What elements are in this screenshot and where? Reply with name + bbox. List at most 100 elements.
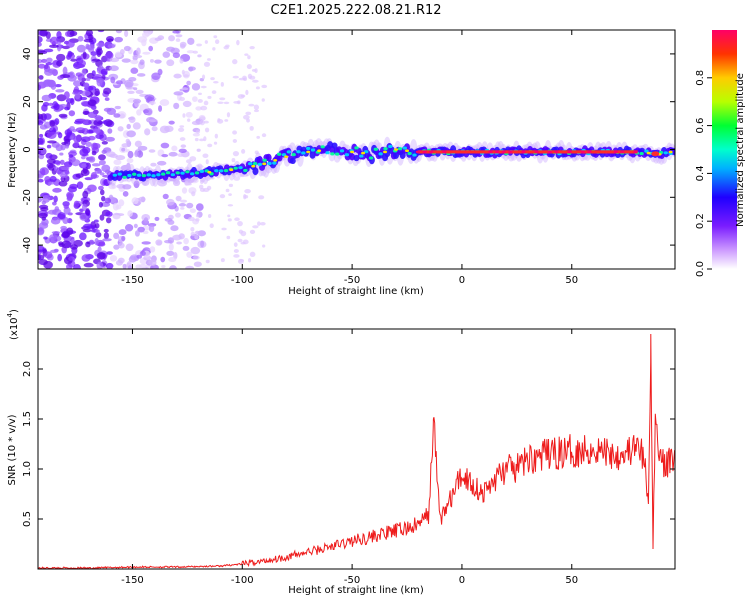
noise-blob (237, 238, 243, 243)
noise-blob (96, 42, 105, 48)
noise-blob (173, 91, 184, 96)
noise-blob (243, 114, 250, 120)
noise-blob (204, 40, 208, 44)
noise-blob (151, 72, 161, 81)
noise-blob (179, 58, 184, 64)
noise-blob (207, 143, 213, 148)
ridge-peak (461, 150, 467, 154)
noise-blob (241, 149, 246, 154)
noise-blob (130, 59, 139, 65)
noise-blob (62, 216, 69, 225)
noise-blob (113, 232, 120, 240)
noise-blob (217, 101, 224, 104)
noise-blob (88, 156, 96, 163)
noise-blob (206, 58, 211, 61)
noise-blob (39, 30, 48, 37)
noise-blob (186, 202, 194, 209)
noise-blob (57, 253, 63, 262)
noise-blob (166, 59, 175, 67)
noise-blob (233, 242, 238, 247)
noise-blob (38, 197, 43, 203)
snr-multiplier-exponent: 4 (6, 312, 14, 317)
noise-blob (47, 140, 57, 144)
noise-blob (56, 31, 62, 39)
noise-blob (248, 103, 255, 107)
noise-blob (232, 130, 238, 135)
noise-blob (87, 99, 97, 107)
y-tick-label: 0 (22, 146, 33, 152)
noise-blob (82, 190, 89, 199)
noise-blob (51, 231, 61, 235)
noise-blob (151, 126, 158, 132)
noise-blob (65, 98, 74, 104)
ridge-inner (305, 146, 311, 151)
noise-blob (225, 188, 230, 193)
ridge-peak (442, 150, 447, 154)
noise-blob (135, 89, 144, 94)
noise-blob (54, 84, 62, 88)
ridge-peak (508, 150, 513, 154)
noise-blob (56, 41, 61, 45)
noise-blob (192, 50, 198, 54)
noise-blob (113, 244, 120, 250)
colorbar-label: Normalized spectral amplitude (735, 73, 746, 227)
noise-blob (148, 101, 156, 105)
noise-blob (139, 59, 145, 65)
noise-blob (246, 64, 252, 70)
noise-blob (93, 119, 103, 126)
noise-blob (156, 160, 167, 166)
noise-blob (38, 178, 44, 183)
noise-blob (67, 50, 73, 58)
ridge-inner (156, 173, 161, 177)
noise-blob (195, 106, 203, 111)
ridge-core (331, 142, 338, 149)
ridge-peak (415, 150, 421, 154)
noise-blob (158, 105, 163, 112)
y-tick-label: 2.0 (22, 361, 33, 377)
noise-blob (200, 240, 205, 248)
noise-blob (94, 223, 100, 229)
ridge-peak (435, 150, 440, 154)
noise-blob (168, 120, 175, 125)
spectrogram-plot-area (38, 30, 675, 269)
ridge-inner (344, 153, 350, 157)
noise-blob (253, 109, 259, 113)
ridge-highlight (361, 151, 366, 155)
noise-blob (189, 208, 197, 213)
noise-blob (85, 225, 96, 230)
ridge-inner (644, 149, 649, 153)
noise-blob (42, 101, 50, 107)
noise-blob (79, 96, 88, 101)
noise-blob (233, 249, 239, 253)
noise-blob (55, 167, 63, 175)
x-tick-label: -150 (121, 575, 144, 586)
noise-blob (148, 119, 158, 123)
noise-blob (209, 223, 214, 229)
noise-blob (98, 159, 106, 166)
noise-blob (255, 86, 260, 90)
noise-blob (46, 131, 57, 139)
ridge-highlight (668, 150, 673, 154)
snr-series-line (38, 333, 675, 569)
noise-blob (129, 254, 139, 261)
ridge-peak (587, 150, 592, 154)
noise-blob (69, 126, 75, 131)
noise-blob (217, 119, 224, 124)
y-tick-label: 20 (22, 95, 33, 108)
ridge-peak (541, 150, 546, 154)
noise-blob (44, 175, 51, 183)
noise-blob (194, 234, 199, 240)
noise-blob (213, 141, 218, 145)
noise-blob (169, 265, 177, 269)
ridge-peak (560, 150, 566, 154)
noise-blob (109, 57, 120, 63)
spectrogram-y-label: Frequency (Hz) (7, 112, 18, 188)
noise-blob (247, 73, 253, 79)
ridge-inner (310, 148, 316, 152)
ridge-inner (257, 162, 263, 167)
ridge-highlight (317, 149, 322, 152)
noise-blob (241, 173, 249, 177)
noise-blob (59, 159, 65, 165)
ridge-inner (238, 166, 243, 170)
